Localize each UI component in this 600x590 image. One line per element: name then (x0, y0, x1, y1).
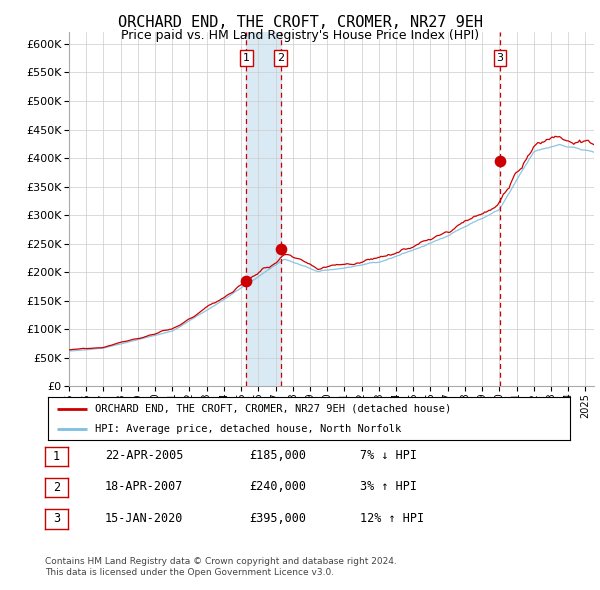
Text: 2: 2 (277, 53, 284, 63)
Text: 3: 3 (53, 512, 60, 526)
Point (241, 276, 251, 286)
Text: 15-JAN-2020: 15-JAN-2020 (105, 512, 184, 525)
Point (276, 245, 286, 254)
Text: £240,000: £240,000 (249, 480, 306, 493)
Text: ORCHARD END, THE CROFT, CROMER, NR27 9EH: ORCHARD END, THE CROFT, CROMER, NR27 9EH (118, 15, 482, 30)
Text: 18-APR-2007: 18-APR-2007 (105, 480, 184, 493)
Text: Contains HM Land Registry data © Crown copyright and database right 2024.: Contains HM Land Registry data © Crown c… (45, 558, 397, 566)
Text: £395,000: £395,000 (249, 512, 306, 525)
Text: 1: 1 (243, 53, 250, 63)
Text: Price paid vs. HM Land Registry's House Price Index (HPI): Price paid vs. HM Land Registry's House … (121, 30, 479, 42)
Text: 22-APR-2005: 22-APR-2005 (105, 449, 184, 462)
Bar (246, 32, 281, 386)
Text: HPI: Average price, detached house, North Norfolk: HPI: Average price, detached house, Nort… (95, 424, 401, 434)
Text: 1: 1 (53, 450, 60, 463)
Text: 3: 3 (497, 53, 503, 63)
Text: 3% ↑ HPI: 3% ↑ HPI (360, 480, 417, 493)
Text: 12% ↑ HPI: 12% ↑ HPI (360, 512, 424, 525)
Point (495, 156, 505, 166)
Text: 2: 2 (53, 481, 60, 494)
Text: 7% ↓ HPI: 7% ↓ HPI (360, 449, 417, 462)
Text: This data is licensed under the Open Government Licence v3.0.: This data is licensed under the Open Gov… (45, 568, 334, 577)
Text: ORCHARD END, THE CROFT, CROMER, NR27 9EH (detached house): ORCHARD END, THE CROFT, CROMER, NR27 9EH… (95, 404, 451, 414)
Text: £185,000: £185,000 (249, 449, 306, 462)
